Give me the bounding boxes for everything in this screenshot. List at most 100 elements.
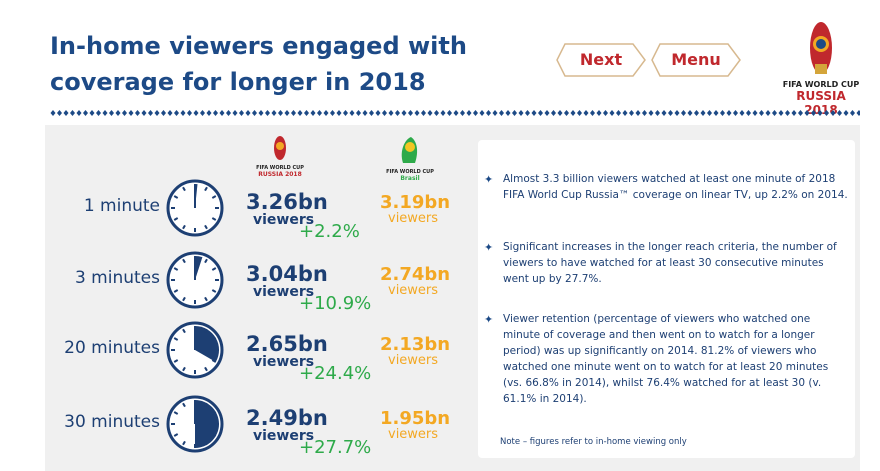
- divider-dot: [128, 110, 134, 116]
- divider-dot: [622, 110, 628, 116]
- divider-dot: [57, 110, 62, 116]
- divider-dot: [525, 110, 530, 116]
- bullet-icon: ✦: [484, 173, 494, 186]
- divider-dot: [460, 110, 465, 116]
- divider-dot: [421, 110, 426, 116]
- row-label: 30 minutes: [64, 412, 160, 432]
- divider-dot: [161, 110, 166, 116]
- divider-dot: [609, 110, 615, 116]
- divider-dot: [382, 110, 387, 116]
- next-button[interactable]: Next: [555, 42, 647, 78]
- unit-2014: viewers: [388, 353, 439, 368]
- value-2018: 3.26bn: [246, 190, 328, 214]
- divider-dot: [109, 110, 114, 116]
- clock-tick: [173, 267, 179, 271]
- divider-dot: [369, 110, 374, 116]
- divider-dot: [408, 110, 413, 116]
- divider-dot: [765, 110, 771, 116]
- value-2018: 3.04bn: [246, 262, 328, 286]
- clock-tick: [211, 359, 217, 363]
- divider-dot: [674, 110, 680, 116]
- clock-tick: [211, 289, 217, 293]
- divider-dot: [343, 110, 348, 116]
- divider-dot: [499, 110, 504, 116]
- divider-dot: [837, 110, 842, 116]
- title-line: coverage for longer in 2018: [50, 68, 426, 96]
- menu-button[interactable]: Menu: [650, 42, 742, 78]
- divider-dot: [473, 110, 478, 116]
- divider-dot: [635, 110, 641, 116]
- divider-dot: [492, 110, 498, 116]
- divider-dot: [83, 110, 88, 116]
- clock-icon: [166, 321, 224, 379]
- divider-dot: [239, 110, 244, 116]
- bullet-icon: ✦: [484, 313, 494, 326]
- divider-dot: [778, 110, 784, 116]
- divider-dot: [70, 110, 75, 116]
- divider-dot: [577, 110, 582, 116]
- change: +10.9%: [299, 293, 372, 314]
- divider-dot: [265, 110, 270, 116]
- dotted-divider: [50, 110, 860, 116]
- divider-dot: [401, 110, 407, 116]
- divider-dot: [434, 110, 439, 116]
- clock-tick: [182, 258, 186, 264]
- clock-tick: [204, 366, 208, 372]
- note-bullet: Viewer retention (percentage of viewers …: [503, 313, 829, 405]
- divider-dot: [661, 110, 667, 116]
- divider-dot: [505, 110, 511, 116]
- footnote: Note – figures refer to in-home viewing …: [500, 437, 687, 447]
- row-label: 3 minutes: [74, 268, 160, 288]
- divider-dot: [206, 110, 212, 116]
- unit-2018: viewers: [253, 428, 315, 444]
- divider-dot: [850, 110, 855, 116]
- clock-tick: [204, 258, 208, 264]
- divider-dot: [102, 110, 108, 116]
- clock-icon: [166, 251, 224, 309]
- unit-2014: viewers: [388, 211, 439, 226]
- divider-dot: [336, 110, 342, 116]
- title: In-home viewers engaged with coverage fo…: [50, 28, 467, 100]
- divider-dot: [856, 110, 860, 116]
- divider-dot: [570, 110, 576, 116]
- divider-dot: [681, 110, 686, 116]
- note-bullet: Significant increases in the longer reac…: [503, 241, 837, 285]
- value-2014: 3.19bn: [380, 192, 451, 213]
- clock-tick: [173, 195, 179, 199]
- divider-dot: [375, 110, 381, 116]
- column-logo: FIFA WORLD CUP Brasil: [385, 135, 435, 182]
- divider-dot: [544, 110, 550, 116]
- divider-dot: [830, 110, 836, 116]
- unit-2014: viewers: [388, 283, 439, 298]
- divider-dot: [798, 110, 803, 116]
- clock-tick: [211, 433, 217, 437]
- divider-dot: [642, 110, 647, 116]
- clock-tick: [182, 402, 186, 408]
- divider-dot: [531, 110, 537, 116]
- unit-2018: viewers: [253, 284, 315, 300]
- divider-dot: [583, 110, 589, 116]
- clock-tick: [204, 402, 208, 408]
- clock-tick: [182, 328, 186, 334]
- clock-tick: [211, 217, 217, 221]
- value-2014: 2.13bn: [380, 334, 451, 355]
- divider-dot: [551, 110, 556, 116]
- value-2014: 2.74bn: [380, 264, 451, 285]
- divider-dot: [89, 110, 95, 116]
- divider-dot: [76, 110, 82, 116]
- clock-tick: [173, 433, 179, 437]
- divider-dot: [154, 110, 160, 116]
- divider-dot: [713, 110, 719, 116]
- divider-dot: [739, 110, 745, 116]
- divider-dot: [200, 110, 205, 116]
- divider-dot: [304, 110, 309, 116]
- divider-dot: [297, 110, 303, 116]
- divider-dot: [557, 110, 563, 116]
- divider-dot: [694, 110, 699, 116]
- button-label: Next: [579, 50, 623, 69]
- divider-dot: [395, 110, 400, 116]
- clock-tick: [211, 195, 217, 199]
- clock-tick: [211, 337, 217, 341]
- divider-dot: [668, 110, 673, 116]
- button-shape: [556, 43, 646, 77]
